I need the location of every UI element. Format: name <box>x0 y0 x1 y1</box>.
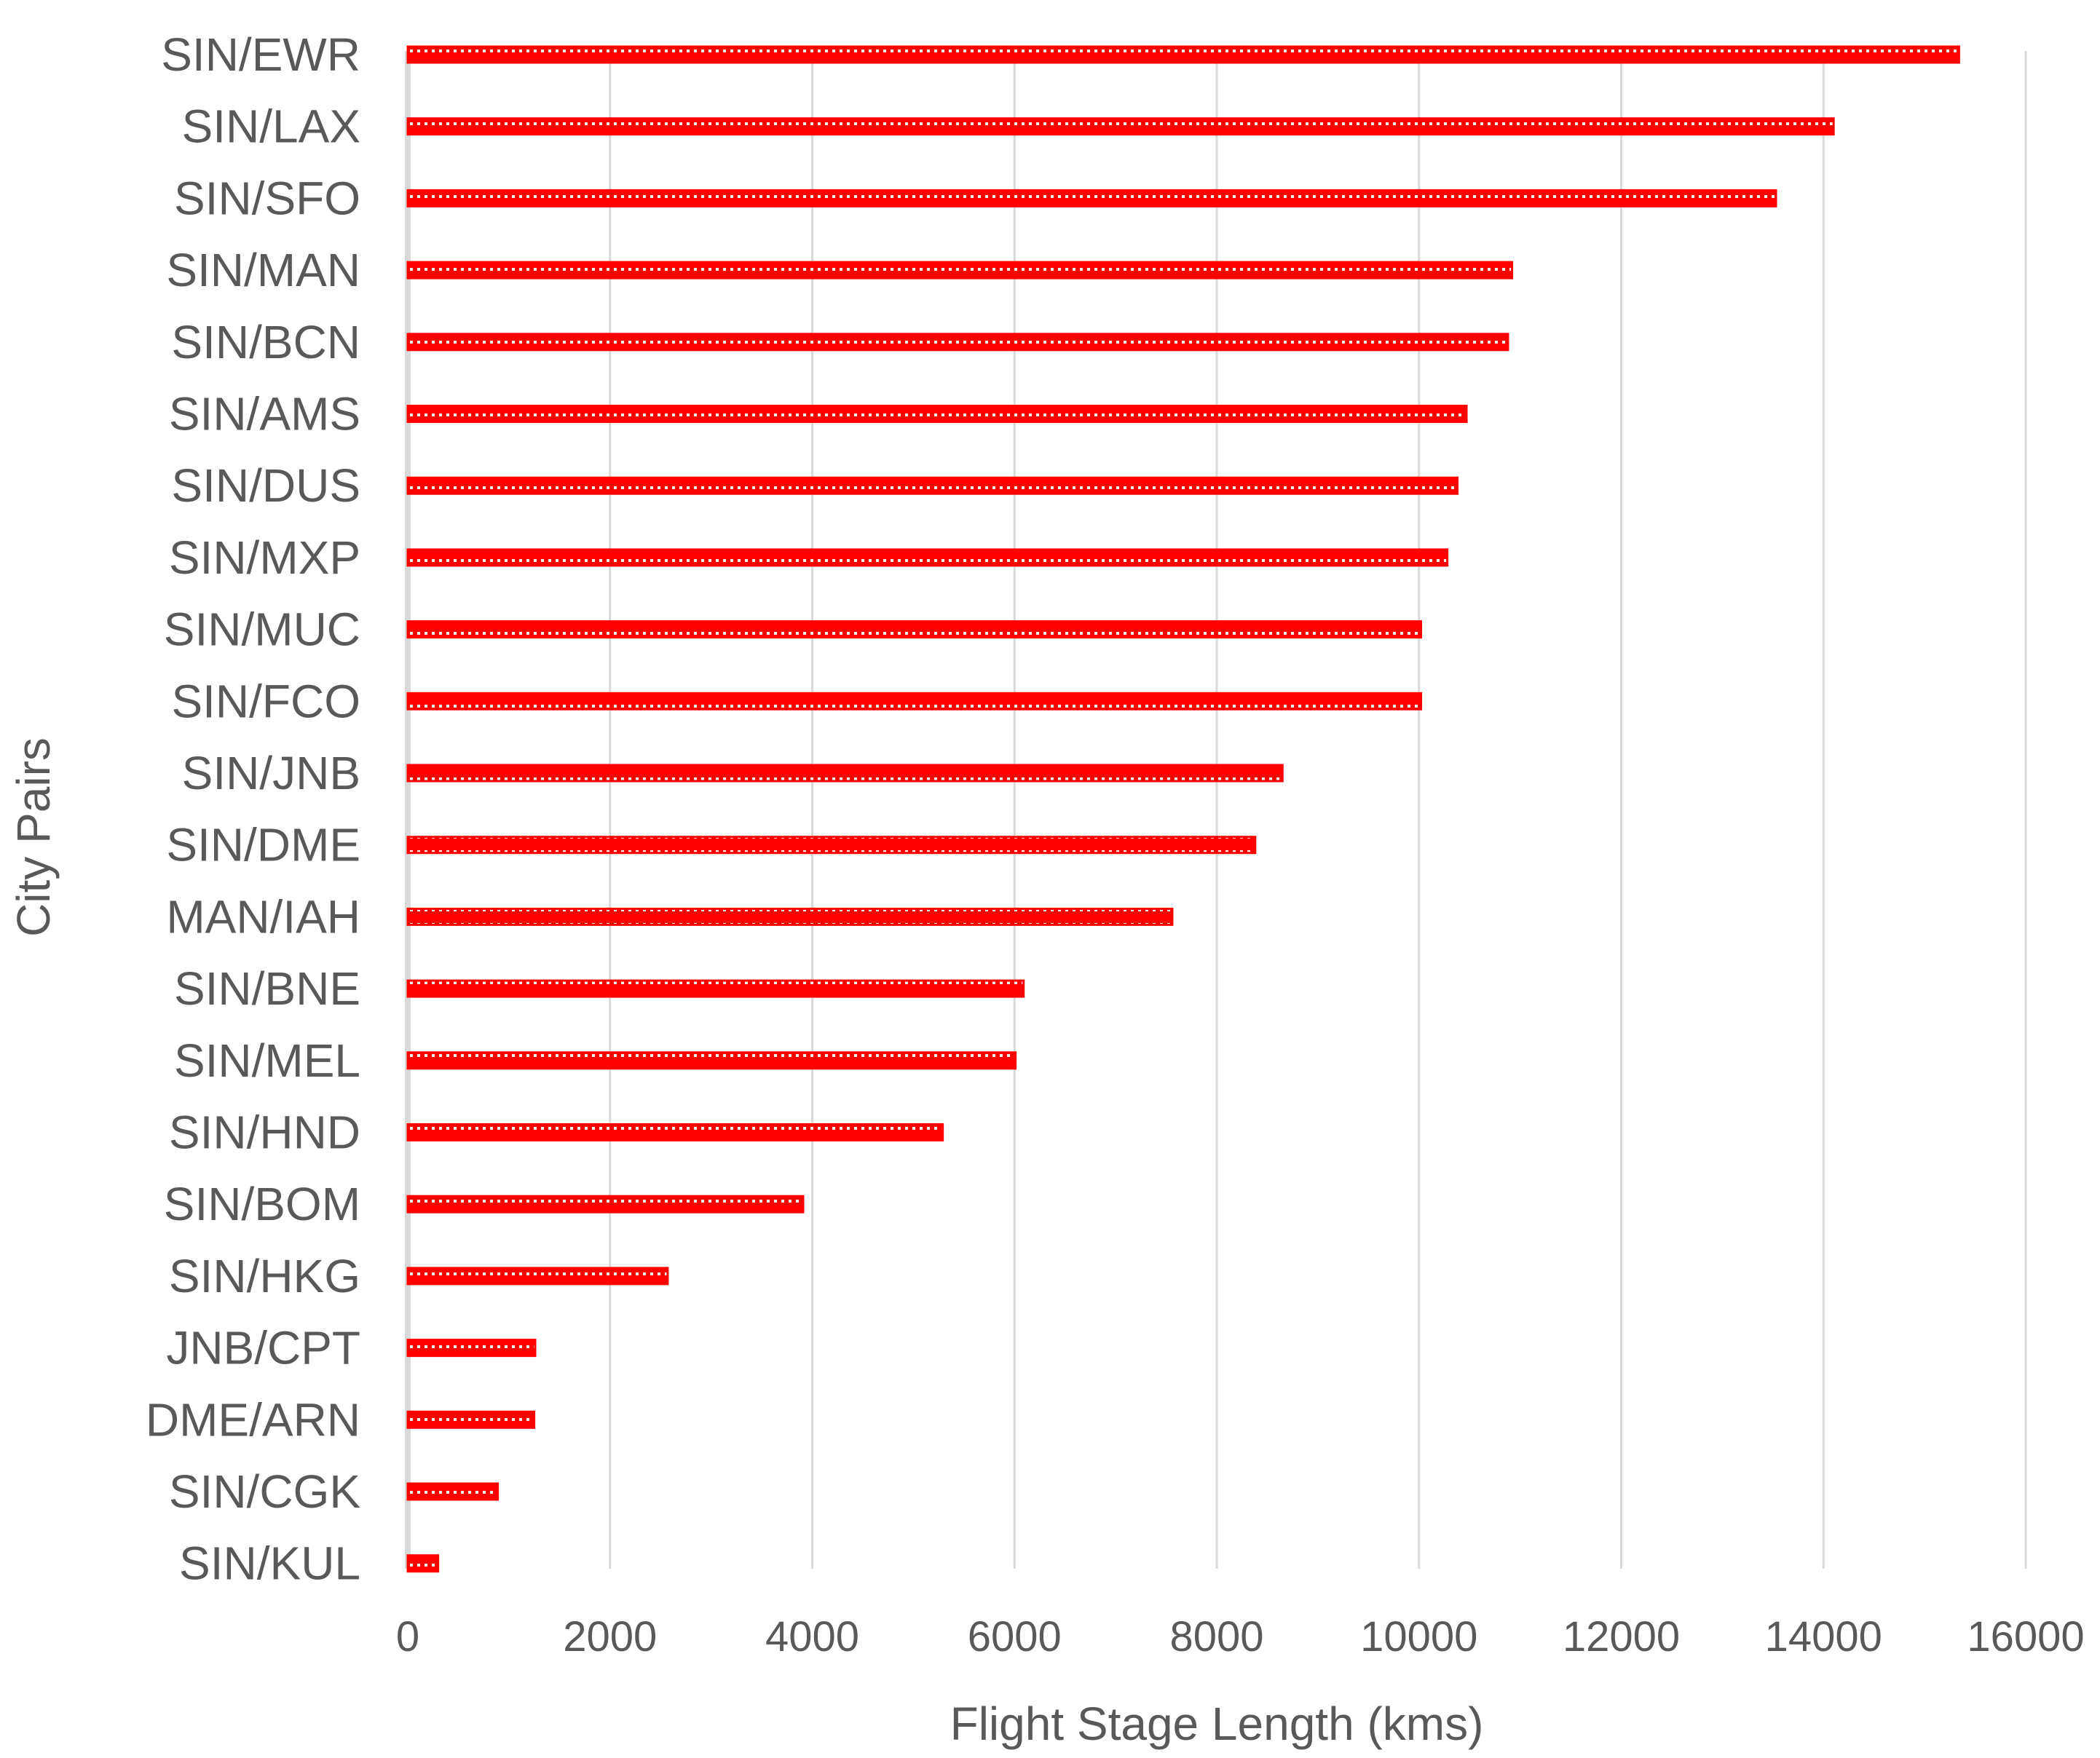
x-tick-label: 14000 <box>1765 1613 1882 1660</box>
x-tick-label: 6000 <box>968 1613 1062 1660</box>
x-tick-labels: 0 2000 4000 6000 8000 10000 12000 14000 16000 <box>396 1613 2085 1660</box>
bar <box>406 692 1423 710</box>
category-label: SIN/LAX <box>182 100 360 153</box>
bar <box>406 476 1459 495</box>
bar <box>406 836 1257 855</box>
bar <box>406 405 1468 423</box>
category-label: SIN/AMS <box>169 388 360 440</box>
category-label: SIN/MAN <box>166 244 360 296</box>
bar <box>406 764 1284 783</box>
x-tick-label: 16000 <box>1967 1613 2084 1660</box>
category-label: SIN/BOM <box>164 1178 360 1230</box>
bar <box>406 261 1514 280</box>
category-label: DME/ARN <box>146 1393 360 1446</box>
bar <box>406 548 1449 567</box>
category-label: SIN/SFO <box>174 172 360 224</box>
category-label: SIN/HND <box>169 1106 360 1159</box>
category-label: SIN/DME <box>166 819 360 871</box>
bar <box>406 620 1423 639</box>
x-tick-label: 8000 <box>1169 1613 1263 1660</box>
category-label: SIN/HKG <box>169 1250 360 1302</box>
x-tick-label: 2000 <box>563 1613 657 1660</box>
category-labels: SIN/EWR SIN/LAX SIN/SFO SIN/MAN SIN/BCN SIN/A… <box>146 28 360 1590</box>
category-label: SIN/KUL <box>179 1537 360 1590</box>
x-tick-label: 0 <box>396 1613 419 1660</box>
bar <box>406 1339 537 1358</box>
category-label: SIN/EWR <box>161 28 360 81</box>
category-label: MAN/IAH <box>166 890 360 943</box>
bars <box>406 45 1960 1573</box>
bar <box>406 979 1025 998</box>
gridlines <box>405 51 2027 1569</box>
bar <box>406 1482 500 1501</box>
bar <box>406 189 1777 207</box>
bar <box>406 1267 669 1286</box>
category-label: SIN/BNE <box>174 962 360 1015</box>
category-label: SIN/FCO <box>171 675 360 727</box>
bar <box>406 907 1174 926</box>
bar <box>406 1410 536 1429</box>
bar <box>406 1123 944 1141</box>
x-tick-label: 12000 <box>1563 1613 1680 1660</box>
bar <box>406 117 1835 136</box>
category-label: SIN/DUS <box>171 459 360 512</box>
bar <box>406 1051 1017 1070</box>
x-axis-title: Flight Stage Length (kms) <box>950 1698 1484 1750</box>
bar <box>406 45 1960 64</box>
y-axis-title: City Pairs <box>7 737 60 937</box>
category-label: JNB/CPT <box>166 1322 360 1374</box>
category-label: SIN/MUC <box>164 603 360 656</box>
bar <box>406 1554 440 1573</box>
x-tick-label: 10000 <box>1360 1613 1477 1660</box>
category-label: SIN/BCN <box>171 316 360 368</box>
category-label: SIN/JNB <box>182 747 360 799</box>
category-label: SIN/CGK <box>169 1465 360 1518</box>
category-label: SIN/MEL <box>174 1034 360 1087</box>
x-tick-label: 4000 <box>765 1613 859 1660</box>
bar <box>406 333 1509 352</box>
category-label: SIN/MXP <box>169 531 360 584</box>
bar <box>406 1195 805 1213</box>
